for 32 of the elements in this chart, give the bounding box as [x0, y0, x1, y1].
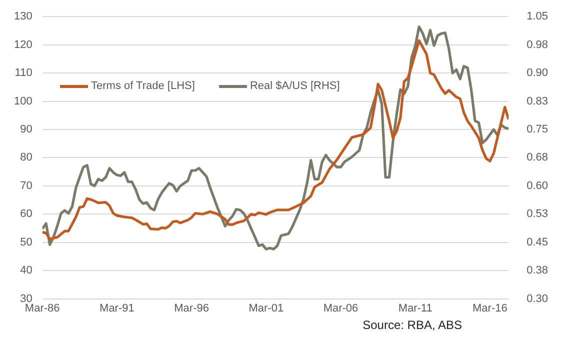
y2-tick-label: 0.83	[526, 95, 548, 108]
legend-label: Real $A/US [RHS]	[250, 80, 340, 92]
y2-tick-label: 0.53	[526, 208, 548, 220]
y-tick-label: 50	[20, 236, 32, 248]
x-tick-label: Mar-91	[100, 302, 134, 314]
y2-tick-label: 0.75	[526, 124, 548, 136]
y2-tick-label: 0.68	[526, 152, 548, 164]
y2-tick-label: 0.98	[526, 38, 548, 51]
x-tick-label: Mar-06	[323, 302, 358, 314]
y-tick-label: 100	[14, 95, 32, 108]
y-tick-label: 60	[20, 208, 32, 220]
y2-tick-label: 0.38	[526, 264, 548, 277]
legend-label: Terms of Trade [LHS]	[91, 80, 195, 92]
x-tick-label: Mar-86	[24, 302, 60, 314]
y2-tick-label: 1.05	[526, 10, 548, 23]
y-tick-label: 110	[14, 67, 32, 80]
y2-tick-label: 0.60	[526, 180, 548, 192]
y-tick-label: 70	[20, 180, 32, 192]
x-tick-label: Mar-01	[248, 302, 284, 314]
y-tick-label: 80	[20, 152, 32, 164]
x-tick-label: Mar-11	[398, 302, 432, 314]
y-tick-label: 120	[14, 38, 32, 51]
y2-tick-label: 0.45	[526, 236, 548, 248]
y2-tick-label: 0.30	[526, 292, 548, 305]
y-tick-label: 90	[20, 124, 32, 136]
x-tick-label: Mar-96	[174, 302, 209, 314]
y2-tick-label: 0.90	[526, 67, 548, 80]
y-tick-label: 30	[20, 292, 32, 305]
y-tick-label: 40	[20, 264, 32, 277]
x-tick-label: Mar-16	[472, 302, 508, 314]
source-note: Source: RBA, ABS	[362, 318, 462, 332]
y-tick-label: 130	[14, 10, 32, 23]
